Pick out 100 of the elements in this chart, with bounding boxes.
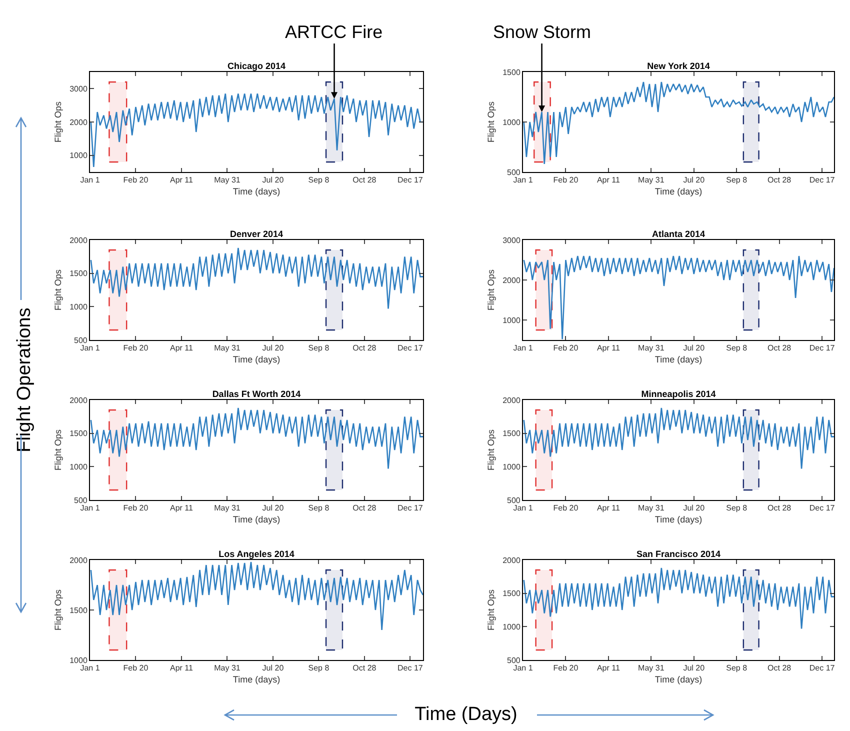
chart-title: Chicago 2014 (227, 61, 286, 71)
text: Time (Days) (414, 704, 518, 726)
line-series (523, 407, 834, 470)
x-tick-label: Sep 8 (726, 504, 748, 513)
y-axis-title: Flight Ops (52, 588, 63, 631)
annotation: Snow Storm (493, 22, 592, 42)
x-tick-label: Sep 8 (308, 664, 330, 673)
x-tick-label: Apr 11 (170, 176, 194, 185)
x-tick-label: Jan 1 (80, 664, 100, 673)
x-tick-label: Apr 11 (596, 176, 620, 185)
x-axis-title: Time (days) (654, 514, 702, 524)
x-tick-label: Jul 20 (262, 176, 284, 185)
x-tick-label: Feb 20 (123, 344, 149, 353)
x-tick-label: Sep 8 (726, 176, 748, 185)
x-tick-label: Dec 17 (398, 176, 424, 185)
x-tick-label: Sep 8 (726, 344, 748, 353)
y-tick-label: 1000 (502, 316, 521, 325)
y-tick-label: 2000 (70, 396, 88, 405)
x-tick-label: May 31 (638, 176, 665, 185)
y-axis-title: Flight Ops (486, 428, 496, 471)
line-series (90, 561, 423, 631)
x-axis-title: Time (days) (654, 674, 702, 684)
y-tick-label: 1000 (70, 151, 88, 160)
x-axis-title: Time (days) (654, 186, 702, 196)
x-tick-label: May 31 (638, 344, 665, 353)
y-tick-label: 2000 (502, 396, 521, 405)
x-tick-label: May 31 (638, 504, 665, 513)
text: Flight Operations (14, 308, 36, 452)
chart-title: San Francisco 2014 (636, 549, 721, 559)
y-tick-label: 500 (507, 656, 521, 665)
line-series (523, 567, 834, 630)
y-tick-label: 1000 (70, 656, 88, 665)
x-tick-label: Feb 20 (123, 504, 149, 513)
x-tick-label: Oct 28 (768, 664, 792, 673)
x-axis-title: Time (days) (654, 354, 702, 364)
x-tick-label: Apr 11 (170, 504, 194, 513)
x-tick-label: Jan 1 (513, 176, 534, 185)
y-tick-label: 3000 (70, 84, 88, 94)
x-tick-label: Jul 20 (262, 344, 284, 353)
x-tick-label: Oct 28 (352, 176, 377, 185)
y-tick-label: 1500 (70, 606, 88, 615)
line-series (90, 407, 423, 470)
chart-title: New York 2014 (647, 61, 710, 71)
annotation: ARTCC Fire (285, 22, 383, 42)
y-tick-label: 1500 (502, 429, 521, 438)
y-tick-label: 1500 (70, 269, 88, 278)
y-tick-label: 1000 (502, 462, 521, 472)
x-tick-label: Oct 28 (768, 176, 792, 185)
x-tick-label: Dec 17 (809, 504, 836, 513)
y-axis-title: Flight Ops (52, 100, 63, 143)
x-tick-label: May 31 (214, 344, 241, 353)
x-tick-label: Feb 20 (123, 664, 149, 673)
y-tick-label: 2000 (70, 118, 88, 127)
x-tick-label: Dec 17 (398, 344, 424, 353)
x-tick-label: Sep 8 (308, 176, 330, 185)
x-tick-label: Sep 8 (308, 344, 330, 353)
x-tick-label: Jan 1 (513, 504, 534, 513)
x-tick-label: Sep 8 (726, 664, 748, 673)
x-tick-label: Jan 1 (80, 176, 100, 185)
x-axis-title: Time (days) (232, 674, 280, 684)
x-tick-label: Jul 20 (683, 504, 706, 513)
x-tick-label: Apr 11 (170, 344, 194, 353)
x-tick-label: Jan 1 (513, 664, 534, 673)
y-tick-label: 500 (507, 168, 521, 177)
chart-title: Minneapolis 2014 (641, 389, 716, 399)
y-tick-label: 1500 (502, 589, 521, 598)
x-tick-label: Jul 20 (683, 664, 706, 673)
x-tick-label: Sep 8 (308, 504, 330, 513)
x-tick-label: May 31 (214, 176, 241, 185)
x-tick-label: Jan 1 (513, 344, 534, 353)
y-tick-label: 1000 (502, 118, 521, 127)
x-tick-label: Oct 28 (352, 504, 377, 513)
x-tick-label: Dec 17 (809, 664, 836, 673)
x-tick-label: Jul 20 (262, 504, 284, 513)
x-tick-label: May 31 (214, 664, 241, 673)
y-tick-label: 500 (507, 496, 521, 505)
line-series (523, 81, 834, 165)
y-tick-label: 3000 (502, 236, 521, 245)
y-tick-label: 2000 (70, 556, 88, 565)
y-axis-title: Flight Ops (486, 268, 496, 311)
x-tick-label: Apr 11 (596, 344, 620, 353)
chart-title: Atlanta 2014 (652, 229, 706, 239)
x-tick-label: May 31 (638, 664, 665, 673)
y-tick-label: 1000 (70, 302, 88, 312)
x-tick-label: Oct 28 (352, 344, 377, 353)
x-tick-label: Feb 20 (553, 504, 579, 513)
y-tick-label: 1000 (70, 462, 88, 472)
x-tick-label: Dec 17 (398, 664, 424, 673)
y-tick-label: 2000 (70, 236, 88, 245)
x-tick-label: Dec 17 (809, 176, 836, 185)
x-tick-label: Oct 28 (768, 504, 792, 513)
y-tick-label: 1000 (502, 622, 521, 632)
x-tick-label: Feb 20 (553, 344, 579, 353)
chart-title: Dallas Ft Worth 2014 (212, 389, 301, 399)
x-tick-label: Apr 11 (596, 664, 620, 673)
line-series (90, 247, 423, 310)
y-tick-label: 1500 (70, 429, 88, 438)
x-tick-label: Jan 1 (80, 344, 100, 353)
x-tick-label: Feb 20 (553, 664, 579, 673)
y-tick-label: 1500 (502, 68, 521, 77)
